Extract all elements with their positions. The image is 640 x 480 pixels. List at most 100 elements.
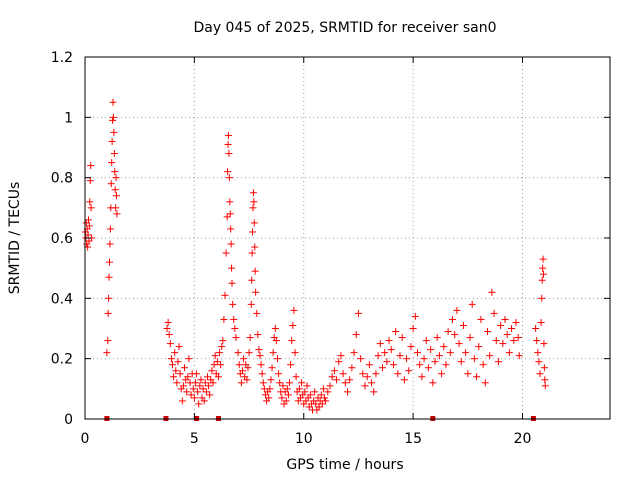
data-point <box>197 376 205 384</box>
data-point <box>227 225 235 233</box>
data-point <box>231 325 239 332</box>
data-point <box>392 328 400 336</box>
data-point <box>85 216 92 224</box>
data-point <box>239 367 246 375</box>
data-point <box>427 346 435 354</box>
data-point <box>223 213 231 221</box>
data-point <box>170 373 178 381</box>
data-point <box>326 382 334 390</box>
y-tick-label: 0.4 <box>51 291 73 307</box>
data-point <box>486 352 494 360</box>
data-point <box>206 391 214 399</box>
data-point <box>250 198 258 206</box>
data-point <box>317 391 325 399</box>
data-point <box>237 379 245 387</box>
data-point <box>312 400 320 408</box>
data-point <box>457 358 465 366</box>
data-point <box>282 397 290 405</box>
data-point <box>414 349 421 357</box>
data-point <box>494 358 502 366</box>
data-point <box>253 309 261 317</box>
data-point <box>440 343 448 351</box>
data-point <box>468 300 476 308</box>
data-point <box>350 349 358 357</box>
data-point <box>248 276 256 284</box>
x-tick-label: 10 <box>295 431 313 447</box>
data-point <box>108 159 116 167</box>
data-point <box>257 361 265 369</box>
data-point <box>449 315 456 323</box>
data-point <box>106 258 113 266</box>
data-point <box>165 331 173 339</box>
data-point <box>227 240 235 248</box>
data-point <box>108 137 116 145</box>
data-point <box>258 370 266 378</box>
data-point <box>245 349 253 357</box>
data-point <box>109 116 117 124</box>
data-point <box>396 352 404 360</box>
data-point <box>179 382 187 390</box>
data-point <box>268 364 276 372</box>
y-axis-label: SRMTID / TECUs <box>7 182 23 295</box>
x-axis-label: GPS time / hours <box>286 457 403 473</box>
data-point <box>538 294 546 302</box>
data-point <box>244 364 252 372</box>
data-point <box>106 240 114 248</box>
data-point <box>424 364 432 372</box>
data-point <box>193 370 201 378</box>
data-point <box>536 370 544 378</box>
data-point <box>475 343 483 351</box>
data-point <box>537 318 545 326</box>
data-points <box>81 98 549 414</box>
data-point <box>178 397 186 405</box>
data-point <box>321 394 329 402</box>
data-point <box>287 361 295 369</box>
chart-title: Day 045 of 2025, SRMTID for receiver san… <box>193 20 496 36</box>
data-point <box>400 376 408 384</box>
data-point <box>315 403 323 411</box>
data-point <box>473 373 481 381</box>
data-point <box>301 388 309 396</box>
data-point <box>202 388 210 396</box>
data-point <box>403 355 411 363</box>
data-point <box>220 315 228 323</box>
data-point <box>111 186 119 194</box>
data-point <box>113 192 120 200</box>
data-point <box>433 334 441 342</box>
data-point <box>451 331 459 339</box>
data-point <box>532 325 540 332</box>
data-point <box>104 309 112 317</box>
data-point <box>389 361 397 369</box>
data-point <box>420 355 428 363</box>
data-point <box>175 343 183 351</box>
data-point <box>225 131 232 139</box>
data-point <box>224 140 232 148</box>
data-point <box>540 364 548 372</box>
data-point <box>225 174 233 182</box>
data-point <box>224 168 232 176</box>
data-point <box>201 379 209 387</box>
data-point <box>109 113 117 121</box>
data-point <box>539 264 547 272</box>
data-point <box>311 388 319 396</box>
data-point <box>243 376 251 384</box>
data-point <box>275 370 283 378</box>
data-point <box>225 150 233 158</box>
data-point <box>292 373 300 381</box>
data-point <box>283 385 291 393</box>
data-point <box>217 361 225 369</box>
data-point <box>333 376 341 384</box>
data-point <box>344 388 351 396</box>
data-point <box>505 349 513 357</box>
data-point <box>341 379 349 387</box>
data-point <box>184 373 192 381</box>
data-point <box>541 376 549 384</box>
data-point <box>226 210 234 218</box>
data-point <box>86 198 94 206</box>
data-point <box>298 379 306 387</box>
data-point <box>376 340 384 348</box>
data-point <box>272 337 280 345</box>
data-point <box>444 328 452 336</box>
data-point <box>492 337 500 345</box>
data-point <box>354 309 362 317</box>
